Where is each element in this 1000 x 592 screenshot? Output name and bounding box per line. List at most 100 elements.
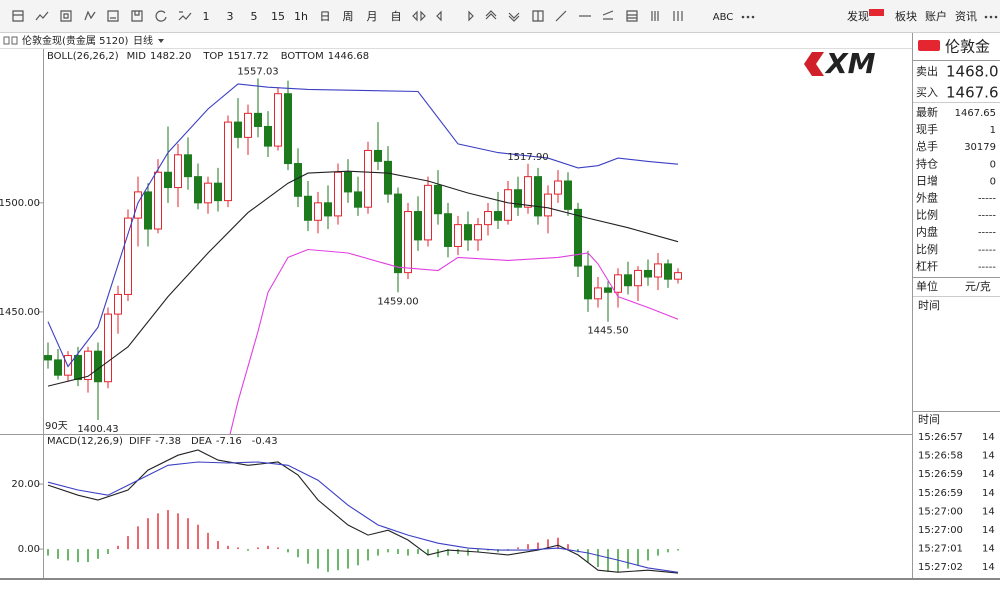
tool-icon[interactable] (532, 10, 544, 22)
tick-time: 15:27:02 (918, 562, 963, 573)
tool-icon[interactable] (412, 10, 426, 22)
tool-icon[interactable] (436, 10, 442, 22)
tool-icon[interactable] (555, 10, 567, 22)
unit-value: 元/克 (965, 280, 991, 293)
period-button[interactable]: 自 (391, 10, 402, 23)
period-button[interactable]: 1h (294, 10, 308, 23)
candle-body (554, 180, 562, 195)
range-label: 90天 (45, 421, 68, 432)
legend-text: -0.43 (252, 436, 278, 447)
legend-text: BOLL(26,26,2) (47, 51, 119, 62)
candle-body (264, 125, 272, 147)
period-button[interactable]: 周 (343, 10, 354, 23)
period-select[interactable]: 日线 (133, 34, 153, 47)
tool-icon[interactable] (468, 10, 474, 22)
tick-price: 14 (982, 469, 995, 480)
tool-button[interactable]: ABC (713, 12, 734, 23)
candle-body (174, 154, 182, 189)
candle-body (644, 269, 652, 278)
side-panel: 伦敦金 卖出 1468.0 买入 1467.6 最新 1467.65 现手 1 总手 30179 持… (913, 33, 1000, 578)
candle-body (374, 149, 382, 162)
legend-text: 1517.72 (227, 51, 268, 62)
quote-label: 卖出 (916, 64, 938, 78)
logo-text: XM (824, 47, 876, 80)
tool-icon[interactable] (485, 10, 497, 20)
more-dot (741, 15, 745, 19)
tool-icon[interactable] (651, 11, 659, 21)
candle-body (634, 269, 642, 287)
menu-item[interactable]: 资讯 (955, 10, 977, 23)
field-label: 比例 (916, 242, 938, 256)
indicator-line (47, 449, 679, 574)
unit-label: 单位 (916, 279, 938, 293)
tool-icon[interactable] (508, 12, 520, 22)
candle-body (384, 160, 392, 195)
bottom-border (0, 578, 1000, 580)
candle-body (104, 313, 112, 383)
field-label: 现手 (916, 122, 938, 136)
lines (47, 449, 679, 574)
menu-item[interactable]: 板块 (895, 9, 917, 23)
side-title: 伦敦金 (945, 38, 990, 56)
candle-body (594, 287, 602, 300)
tool-icon[interactable] (84, 10, 96, 21)
tool-icon[interactable] (626, 10, 638, 22)
indicator-line (47, 83, 679, 368)
candle-body (614, 274, 622, 293)
tool-icon[interactable] (60, 10, 72, 22)
new-badge (869, 9, 884, 16)
field-value: 30179 (964, 142, 996, 153)
symbol-name[interactable]: 伦敦金现(贵金属 5120) (22, 34, 129, 47)
candle-body (334, 171, 342, 217)
field-value: ----- (978, 245, 996, 256)
field-value: ----- (978, 211, 996, 222)
candle-body (534, 176, 542, 217)
tick-price: 14 (982, 562, 995, 573)
indicator-line (47, 170, 679, 387)
candle-body (474, 224, 482, 241)
tick-time: 15:26:58 (918, 451, 963, 462)
tool-icon[interactable] (602, 10, 614, 20)
tick-price: 14 (982, 451, 995, 462)
menu-item[interactable]: 账户 (925, 9, 947, 23)
tool-icon[interactable] (35, 11, 49, 21)
tool-icon[interactable] (155, 10, 167, 22)
side-bg (913, 33, 1000, 578)
tick-price: 14 (982, 525, 995, 536)
candles (44, 78, 682, 421)
candle-body (254, 112, 262, 127)
period-button[interactable]: 5 (251, 10, 258, 23)
tick-time: 15:26:59 (918, 469, 963, 480)
period-button[interactable]: 日 (320, 10, 331, 23)
menu-item[interactable]: 发现 (847, 9, 869, 23)
tool-icon[interactable] (107, 10, 119, 22)
tool-icon[interactable] (131, 10, 143, 22)
candle-body (544, 193, 552, 217)
candle-body (354, 191, 362, 208)
period-button[interactable]: 15 (271, 10, 285, 23)
legend-text: DIFF (129, 436, 151, 447)
field-value: ----- (978, 228, 996, 239)
tool-icon[interactable] (178, 11, 192, 21)
candle-body (44, 355, 52, 361)
period-button[interactable]: 3 (227, 10, 234, 23)
period-button[interactable]: 月 (367, 10, 378, 23)
tick-price: 14 (982, 432, 995, 443)
legend-text: TOP (202, 51, 223, 62)
candle-body (494, 211, 502, 221)
candle-body (364, 149, 372, 208)
more-dot (746, 15, 750, 19)
legend-text: MACD(12,26,9) (47, 436, 123, 447)
tool-icon[interactable] (673, 11, 683, 21)
tool-icon[interactable] (12, 10, 24, 22)
extreme-label: 1517.90 (507, 152, 548, 163)
candle-body (674, 272, 682, 280)
field-label: 比例 (916, 208, 938, 222)
logo: XM (804, 47, 876, 80)
field-value: 1467.65 (955, 108, 996, 119)
quote-value: 1468.0 (946, 63, 999, 81)
period-button[interactable]: 1 (203, 10, 210, 23)
candle-body (154, 171, 162, 230)
candle-body (324, 202, 332, 217)
